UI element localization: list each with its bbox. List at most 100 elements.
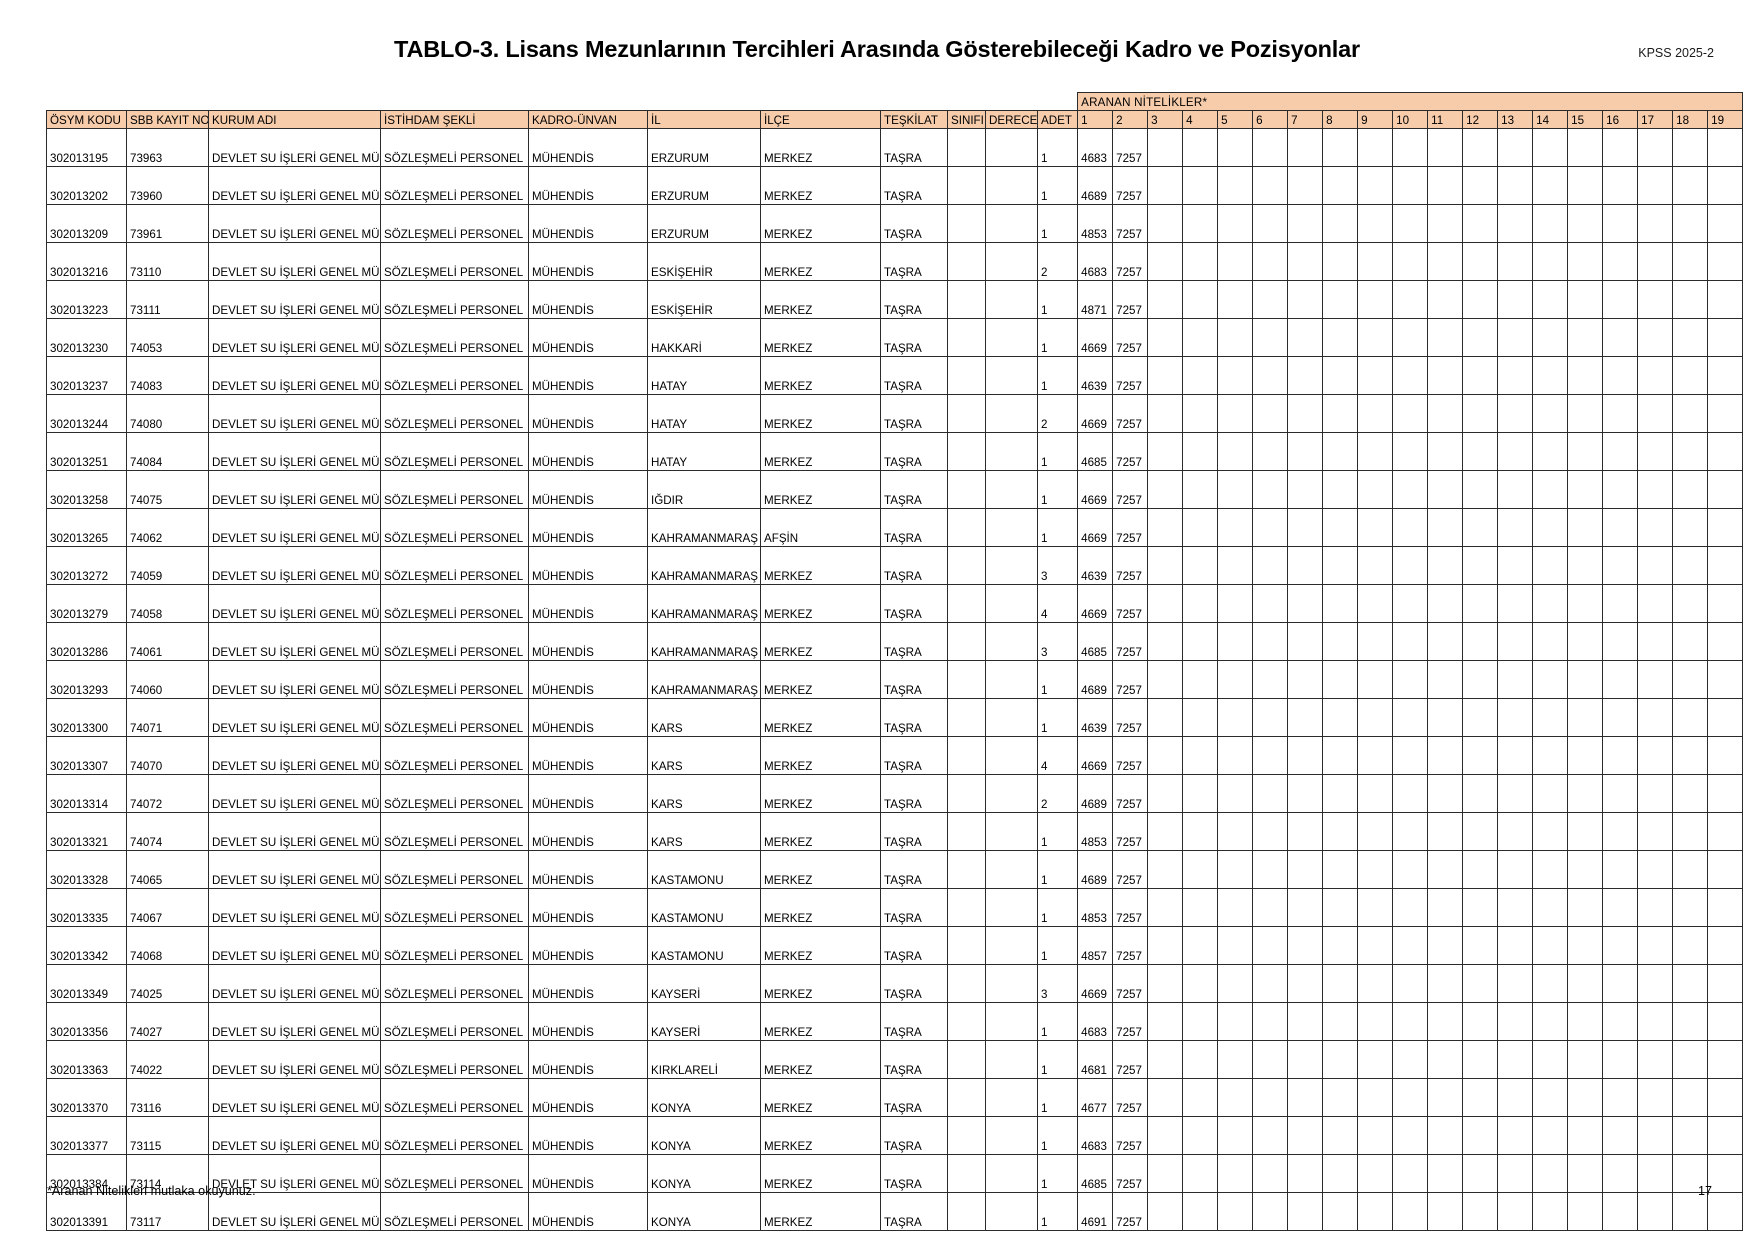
cell-kadro-unvan: MÜHENDİS <box>528 356 648 395</box>
cell-nitelik-8 <box>1322 470 1359 509</box>
cell-kadro-unvan: MÜHENDİS <box>528 546 648 585</box>
cell-osym-kodu: 302013321 <box>46 812 127 851</box>
cell-nitelik-3 <box>1147 318 1184 357</box>
cell-sbb-kayit-no: 73111 <box>126 280 209 319</box>
cell-nitelik-15 <box>1567 1116 1604 1155</box>
cell-nitelik-9 <box>1357 584 1394 623</box>
cell-nitelik-4 <box>1182 432 1219 471</box>
cell-nitelik-11 <box>1427 546 1464 585</box>
cell-nitelik-13 <box>1497 280 1534 319</box>
cell-nitelik-17 <box>1637 584 1674 623</box>
cell-nitelik-7 <box>1287 1116 1324 1155</box>
cell-nitelik-6 <box>1252 280 1289 319</box>
cell-teskilat: TAŞRA <box>880 394 948 433</box>
column-header-adet: ADET <box>1036 110 1079 129</box>
cell-adet: 2 <box>1036 242 1079 281</box>
cell-nitelik-12 <box>1462 1154 1499 1193</box>
cell-nitelik-6 <box>1252 964 1289 1003</box>
cell-nitelik-8 <box>1322 166 1359 205</box>
cell-ilce: MERKEZ <box>760 280 881 319</box>
cell-nitelik-2: 7257 <box>1112 280 1149 319</box>
cell-nitelik-12 <box>1462 1040 1499 1079</box>
cell-adet: 1 <box>1036 128 1079 167</box>
cell-nitelik-15 <box>1567 622 1604 661</box>
cell-osym-kodu: 302013384 <box>46 1154 127 1193</box>
cell-il: KASTAMONU <box>647 888 761 927</box>
cell-nitelik-9 <box>1357 318 1394 357</box>
cell-nitelik-15 <box>1567 128 1604 167</box>
cell-kurum-adi: DEVLET SU İŞLERİ GENEL MÜDÜRLÜĞÜ <box>208 508 381 547</box>
cell-nitelik-7 <box>1287 166 1324 205</box>
cell-nitelik-19 <box>1707 660 1744 699</box>
cell-nitelik-6 <box>1252 850 1289 889</box>
cell-nitelik-2: 7257 <box>1112 1078 1149 1117</box>
cell-nitelik-17 <box>1637 356 1674 395</box>
cell-nitelik-18 <box>1672 1116 1709 1155</box>
cell-nitelik-18 <box>1672 1040 1709 1079</box>
cell-kadro-unvan: MÜHENDİS <box>528 1078 648 1117</box>
cell-kurum-adi: DEVLET SU İŞLERİ GENEL MÜDÜRLÜĞÜ <box>208 204 381 243</box>
cell-nitelik-5 <box>1217 622 1254 661</box>
cell-sinifi <box>947 204 986 243</box>
cell-ilce: MERKEZ <box>760 432 881 471</box>
cell-nitelik-1: 4853 <box>1077 888 1114 927</box>
column-header-sbb-kayit-no: SBB KAYIT NO <box>126 110 209 129</box>
cell-nitelik-7 <box>1287 1154 1324 1193</box>
cell-adet: 1 <box>1036 204 1079 243</box>
cell-sinifi <box>947 356 986 395</box>
cell-nitelik-14 <box>1532 1116 1569 1155</box>
cell-nitelik-8 <box>1322 736 1359 775</box>
cell-nitelik-1: 4685 <box>1077 432 1114 471</box>
cell-kadro-unvan: MÜHENDİS <box>528 242 648 281</box>
cell-nitelik-15 <box>1567 774 1604 813</box>
cell-kadro-unvan: MÜHENDİS <box>528 622 648 661</box>
cell-nitelik-2: 7257 <box>1112 774 1149 813</box>
cell-nitelik-2: 7257 <box>1112 356 1149 395</box>
cell-kadro-unvan: MÜHENDİS <box>528 584 648 623</box>
cell-nitelik-17 <box>1637 166 1674 205</box>
cell-nitelik-3 <box>1147 926 1184 965</box>
cell-nitelik-19 <box>1707 622 1744 661</box>
cell-derece <box>985 432 1038 471</box>
column-header-derece: DERECE <box>985 110 1038 129</box>
cell-nitelik-5 <box>1217 318 1254 357</box>
kadro-table-wrapper: ARANAN NİTELİKLER* ÖSYM KODU SBB KAYIT NO… <box>46 92 1744 1231</box>
cell-kurum-adi: DEVLET SU İŞLERİ GENEL MÜDÜRLÜĞÜ <box>208 888 381 927</box>
cell-istihdam-sekli: SÖZLEŞMELİ PERSONEL <box>380 318 529 357</box>
cell-nitelik-14 <box>1532 280 1569 319</box>
cell-kadro-unvan: MÜHENDİS <box>528 128 648 167</box>
cell-nitelik-6 <box>1252 356 1289 395</box>
qualification-column-header-10: 10 <box>1392 110 1429 129</box>
cell-nitelik-10 <box>1392 394 1429 433</box>
cell-nitelik-16 <box>1602 812 1639 851</box>
cell-adet: 1 <box>1036 1154 1079 1193</box>
cell-nitelik-19 <box>1707 280 1744 319</box>
cell-nitelik-2: 7257 <box>1112 1116 1149 1155</box>
cell-sinifi <box>947 850 986 889</box>
cell-osym-kodu: 302013377 <box>46 1116 127 1155</box>
cell-nitelik-3 <box>1147 546 1184 585</box>
cell-ilce: MERKEZ <box>760 812 881 851</box>
cell-nitelik-18 <box>1672 242 1709 281</box>
cell-nitelik-11 <box>1427 888 1464 927</box>
cell-ilce: MERKEZ <box>760 394 881 433</box>
cell-nitelik-5 <box>1217 166 1254 205</box>
cell-nitelik-7 <box>1287 128 1324 167</box>
cell-nitelik-9 <box>1357 356 1394 395</box>
cell-nitelik-14 <box>1532 1078 1569 1117</box>
cell-nitelik-15 <box>1567 698 1604 737</box>
cell-istihdam-sekli: SÖZLEŞMELİ PERSONEL <box>380 280 529 319</box>
cell-kurum-adi: DEVLET SU İŞLERİ GENEL MÜDÜRLÜĞÜ <box>208 394 381 433</box>
table-head: ARANAN NİTELİKLER* ÖSYM KODU SBB KAYIT NO… <box>46 92 1744 129</box>
cell-teskilat: TAŞRA <box>880 432 948 471</box>
cell-nitelik-11 <box>1427 1002 1464 1041</box>
cell-nitelik-11 <box>1427 584 1464 623</box>
cell-nitelik-17 <box>1637 660 1674 699</box>
table-header-spacer <box>46 92 1078 111</box>
cell-sinifi <box>947 622 986 661</box>
cell-adet: 1 <box>1036 318 1079 357</box>
cell-nitelik-5 <box>1217 394 1254 433</box>
cell-kadro-unvan: MÜHENDİS <box>528 698 648 737</box>
